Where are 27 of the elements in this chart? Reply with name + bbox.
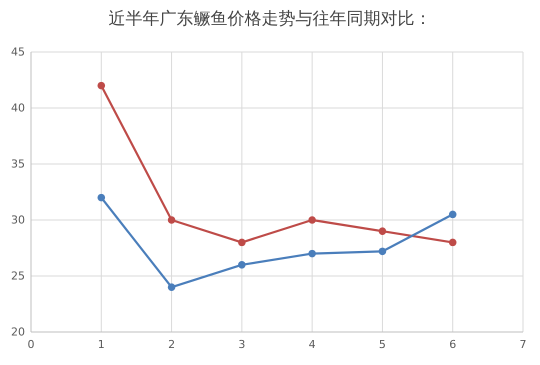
- point: [448, 238, 456, 246]
- x-tick-label: 2: [168, 338, 176, 351]
- chart-title: 近半年广东鳜鱼价格走势与往年同期对比：: [108, 9, 432, 29]
- point: [378, 227, 386, 235]
- point: [308, 216, 316, 224]
- y-tick-label: 35: [11, 158, 25, 171]
- point: [98, 194, 106, 202]
- point: [378, 248, 386, 256]
- x-tick-label: 6: [449, 338, 456, 351]
- point: [238, 238, 246, 246]
- x-tick-label: 1: [98, 338, 105, 351]
- point: [168, 216, 176, 224]
- point: [238, 261, 246, 269]
- y-tick-label: 30: [11, 214, 25, 227]
- x-tick-label: 7: [520, 338, 526, 351]
- x-tick-label: 0: [28, 338, 34, 351]
- point: [448, 210, 456, 218]
- y-tick-label: 25: [11, 270, 25, 283]
- point: [98, 82, 106, 90]
- y-tick-label: 40: [11, 102, 25, 115]
- y-tick-label: 45: [11, 46, 25, 59]
- point: [168, 283, 176, 291]
- y-tick-label: 20: [11, 326, 25, 339]
- x-tick-label: 5: [378, 338, 386, 351]
- x-tick-label: 3: [238, 338, 246, 351]
- x-tick-label: 4: [308, 338, 316, 351]
- point: [308, 250, 316, 258]
